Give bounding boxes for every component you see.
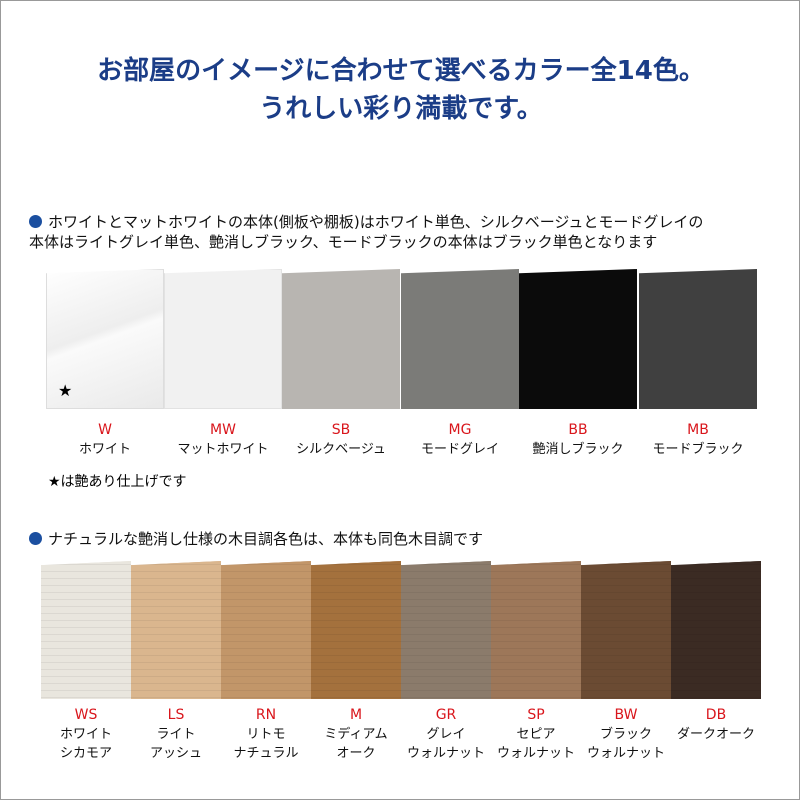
swatch-DB [671, 561, 761, 699]
bullet-icon [29, 532, 42, 545]
color-name-1: リトモ [246, 727, 286, 742]
color-name-1: ライト [156, 727, 196, 742]
color-code: LS [167, 707, 185, 723]
color-code: WS [74, 707, 98, 723]
swatch-MB [639, 269, 757, 409]
color-name-2: ウォルナット [496, 746, 575, 761]
swatch-GR [401, 561, 491, 699]
color-name-2: アッシュ [149, 746, 202, 761]
bullet-icon [29, 215, 42, 228]
swatch-LS [131, 561, 221, 699]
swatch-label: GR グレイウォルナット [391, 706, 501, 763]
note-text: ナチュラルな艶消し仕様の木目調各色は、本体も同色木目調です [48, 530, 484, 548]
swatch-label: W ホワイト [36, 421, 174, 459]
color-name: モードブラック [652, 442, 744, 457]
swatch-SP [491, 561, 581, 699]
swatch-RN [221, 561, 311, 699]
swatch-label: MW マットホワイト [154, 421, 292, 459]
color-name-2: シカモア [59, 746, 112, 761]
color-code: DB [705, 707, 727, 723]
color-code: W [98, 422, 112, 438]
swatch-label: MG モードグレイ [391, 421, 529, 459]
color-name-2: ウォルナット [406, 746, 485, 761]
swatch-label: SB シルクベージュ [272, 421, 410, 459]
swatch-M [311, 561, 401, 699]
swatch-WS [41, 561, 131, 699]
swatch-label: BB 艶消しブラック [509, 421, 647, 459]
star-note: ★は艶あり仕上げです [48, 474, 187, 490]
section1-note: ホワイトとマットホワイトの本体(側板や棚板)はホワイト単色、シルクベージュとモー… [29, 212, 703, 252]
swatch-label: SP セピアウォルナット [481, 706, 591, 763]
color-code: BW [614, 707, 638, 723]
star-icon: ★ [58, 381, 73, 400]
title-line1: お部屋のイメージに合わせて選べるカラー全14色。 [97, 56, 705, 86]
color-code: BB [568, 422, 588, 438]
color-name-2: オーク [336, 746, 376, 761]
color-name: モードグレイ [420, 442, 499, 457]
color-name: 艶消しブラック [532, 442, 624, 457]
swatch-label: LS ライトアッシュ [121, 706, 231, 763]
color-name-1: ミディアム [324, 727, 388, 742]
swatch-label: DB ダークオーク [661, 706, 771, 744]
color-name-1: ブラック [599, 727, 652, 742]
swatch-SB [282, 269, 400, 409]
swatch-label: WS ホワイトシカモア [31, 706, 141, 763]
swatch-label: MB モードブラック [629, 421, 767, 459]
title-line2: うれしい彩り満載です。 [259, 94, 543, 124]
color-code: SB [331, 422, 351, 438]
swatch-label: BW ブラックウォルナット [571, 706, 681, 763]
swatch-W [46, 269, 164, 409]
color-name-1: グレイ [426, 727, 466, 742]
swatch-label: M ミディアムオーク [301, 706, 411, 763]
color-name-2: ナチュラル [233, 746, 299, 761]
color-name-2: ウォルナット [586, 746, 665, 761]
color-name: シルクベージュ [296, 442, 386, 457]
section2-note: ナチュラルな艶消し仕様の木目調各色は、本体も同色木目調です [29, 529, 483, 549]
color-name: マットホワイト [177, 442, 269, 457]
swatch-label: RN リトモナチュラル [211, 706, 321, 763]
color-name-1: ダークオーク [676, 727, 755, 742]
color-code: SP [527, 707, 545, 723]
color-name-1: ホワイト [59, 727, 112, 742]
note-line2: 本体はライトグレイ単色、艶消しブラック、モードブラックの本体はブラック単色となり… [29, 233, 658, 251]
color-name-1: セピア [516, 727, 556, 742]
color-code: MB [687, 422, 709, 438]
swatch-BW [581, 561, 671, 699]
swatch-BB [519, 269, 637, 409]
swatch-MW [164, 269, 282, 409]
swatch-MG [401, 269, 519, 409]
note-line1: ホワイトとマットホワイトの本体(側板や棚板)はホワイト単色、シルクベージュとモー… [48, 213, 704, 231]
color-name: ホワイト [78, 442, 131, 457]
color-code: M [349, 707, 363, 723]
color-code: MG [448, 422, 472, 438]
color-code: MW [210, 422, 236, 438]
color-code: GR [435, 707, 457, 723]
color-code: RN [255, 707, 277, 723]
